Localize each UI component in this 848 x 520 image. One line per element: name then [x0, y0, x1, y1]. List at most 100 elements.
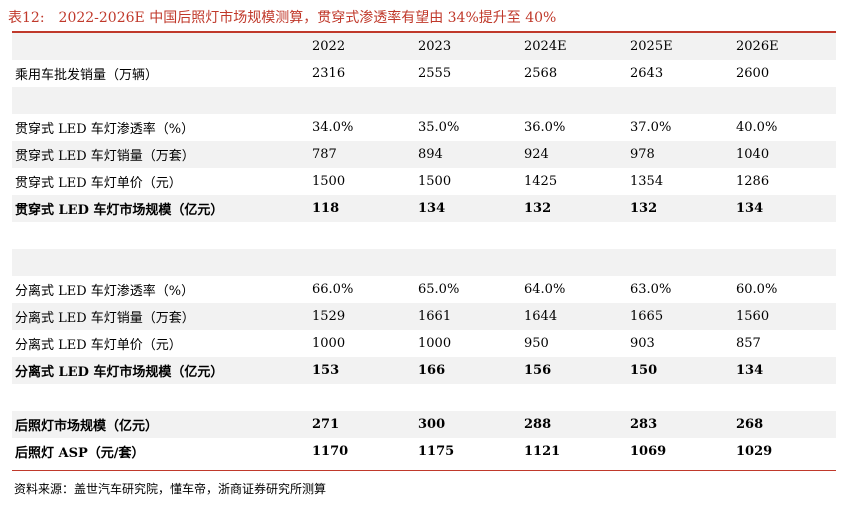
table-row [12, 87, 836, 114]
value-cell: 153 [312, 357, 418, 384]
value-cell: 268 [736, 411, 836, 438]
value-cell: 1029 [736, 438, 836, 465]
value-cell: 1644 [524, 303, 630, 330]
value-text: 1661 [418, 309, 452, 324]
value-cell [524, 87, 630, 114]
bottom-rule [12, 470, 836, 471]
value-cell: 1286 [736, 168, 836, 195]
value-cell: 288 [524, 411, 630, 438]
value-text: 153 [312, 363, 340, 378]
value-cell: 34.0% [312, 114, 418, 141]
table-row: 贯穿式 LED 车灯单价（元） 1500 1500 1425 1354 1286 [12, 168, 836, 195]
value-cell: 134 [736, 195, 836, 222]
value-text: 1029 [736, 444, 773, 459]
table-row: 后照灯 ASP（元/套） 1170 1175 1121 1069 1029 [12, 438, 836, 465]
value-text: 66.0% [312, 282, 354, 297]
value-cell [630, 249, 736, 276]
value-text: 271 [312, 417, 340, 432]
value-cell [418, 384, 524, 411]
value-cell [736, 249, 836, 276]
value-text: 1170 [312, 444, 349, 459]
value-cell: 1529 [312, 303, 418, 330]
header-corner [12, 33, 312, 60]
value-cell [736, 222, 836, 249]
value-text: 1121 [524, 444, 561, 459]
table-row [12, 222, 836, 249]
table-row: 分离式 LED 车灯渗透率（%） 66.0% 65.0% 64.0% 63.0% 60.0… [12, 276, 836, 303]
market-size-table: 2022 2023 2024E 2025E 2026E 乘用车批发销量（万辆） 2… [12, 33, 836, 465]
value-cell [418, 222, 524, 249]
value-text: 857 [736, 336, 761, 351]
row-label: 分离式 LED 车灯销量（万套） [12, 303, 312, 330]
value-text: 2643 [630, 66, 664, 81]
value-text: 894 [418, 147, 443, 162]
value-cell [736, 384, 836, 411]
value-cell: 63.0% [630, 276, 736, 303]
value-cell: 300 [418, 411, 524, 438]
value-cell: 2555 [418, 60, 524, 87]
table-title: 表12: 2022-2026E 中国后照灯市场规模测算，贯穿式渗透率有望由 34… [8, 10, 557, 26]
value-text: 35.0% [418, 120, 460, 135]
value-cell: 36.0% [524, 114, 630, 141]
table-row: 后照灯市场规模（亿元） 271 300 288 283 268 [12, 411, 836, 438]
value-cell: 1175 [418, 438, 524, 465]
table-row: 分离式 LED 车灯销量（万套） 1529 1661 1644 1665 1560 [12, 303, 836, 330]
value-text: 1000 [418, 336, 452, 351]
value-text: 2555 [418, 66, 452, 81]
value-text: 283 [630, 417, 658, 432]
value-cell: 35.0% [418, 114, 524, 141]
row-label: 分离式 LED 车灯单价（元） [15, 338, 182, 353]
value-text: 40.0% [736, 120, 778, 135]
row-label [12, 87, 312, 114]
header-cell: 2023 [418, 33, 524, 60]
value-text: 1069 [630, 444, 667, 459]
value-cell: 150 [630, 357, 736, 384]
value-text: 924 [524, 147, 549, 162]
value-text: 63.0% [630, 282, 672, 297]
value-cell: 2600 [736, 60, 836, 87]
header-cell: 2026E [736, 33, 836, 60]
value-text: 132 [524, 201, 552, 216]
value-text: 37.0% [630, 120, 672, 135]
value-cell: 134 [418, 195, 524, 222]
value-text: 288 [524, 417, 552, 432]
value-cell: 132 [524, 195, 630, 222]
value-cell: 950 [524, 330, 630, 357]
value-cell: 1560 [736, 303, 836, 330]
value-cell: 271 [312, 411, 418, 438]
header-cell: 2025E [630, 33, 736, 60]
value-text: 1500 [418, 174, 452, 189]
value-cell [312, 384, 418, 411]
table-row: 贯穿式 LED 车灯市场规模（亿元） 118 134 132 132 134 [12, 195, 836, 222]
value-cell: 40.0% [736, 114, 836, 141]
value-cell: 1069 [630, 438, 736, 465]
row-label: 后照灯 ASP（元/套） [15, 446, 145, 461]
value-cell: 66.0% [312, 276, 418, 303]
value-cell [736, 87, 836, 114]
value-cell: 283 [630, 411, 736, 438]
row-label [12, 222, 312, 249]
table-row: 贯穿式 LED 车灯销量（万套） 787 894 924 978 1040 [12, 141, 836, 168]
row-label [12, 249, 312, 276]
value-cell: 1354 [630, 168, 736, 195]
value-text: 2568 [524, 66, 558, 81]
value-cell: 118 [312, 195, 418, 222]
value-text: 60.0% [736, 282, 778, 297]
value-cell: 132 [630, 195, 736, 222]
value-text: 118 [312, 201, 340, 216]
value-cell: 1661 [418, 303, 524, 330]
value-text: 64.0% [524, 282, 566, 297]
value-cell: 2316 [312, 60, 418, 87]
value-cell [312, 222, 418, 249]
table-row: 分离式 LED 车灯市场规模（亿元） 153 166 156 150 134 [12, 357, 836, 384]
value-text: 978 [630, 147, 655, 162]
value-text: 36.0% [524, 120, 566, 135]
row-label: 乘用车批发销量（万辆） [15, 68, 159, 83]
value-cell [312, 249, 418, 276]
top-rule [12, 31, 836, 33]
value-text: 156 [524, 363, 552, 378]
value-text: 1040 [736, 147, 770, 162]
value-cell: 1121 [524, 438, 630, 465]
row-label: 分离式 LED 车灯渗透率（%） [15, 284, 195, 299]
value-cell: 60.0% [736, 276, 836, 303]
